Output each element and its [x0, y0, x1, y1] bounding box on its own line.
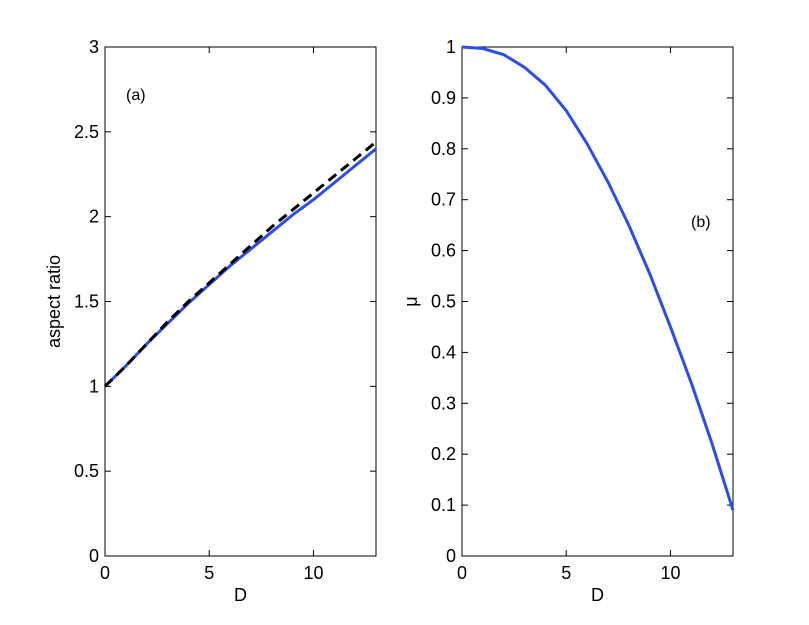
- y-tick-label: 0: [89, 546, 99, 566]
- annotation: (a): [126, 87, 146, 104]
- y-tick-label: 0.2: [431, 444, 456, 464]
- y-tick-label: 0: [446, 546, 456, 566]
- data-line: [103, 147, 377, 388]
- y-tick-label: 0.5: [74, 461, 99, 481]
- x-tick-label: 0: [100, 563, 110, 583]
- y-tick-label: 0.5: [431, 292, 456, 312]
- y-tick-label: 0.7: [431, 190, 456, 210]
- y-tick-label: 1.5: [74, 292, 99, 312]
- x-tick-label: 5: [561, 563, 571, 583]
- y-tick-label: 1: [446, 37, 456, 57]
- x-tick-label: 10: [303, 563, 323, 583]
- x-tick-label: 10: [660, 563, 680, 583]
- y-tick-label: 0.8: [431, 139, 456, 159]
- y-tick-label: 2.5: [74, 122, 99, 142]
- annotation: (b): [691, 214, 711, 231]
- data-line: [103, 140, 377, 388]
- y-tick-label: 0.1: [431, 495, 456, 515]
- x-tick-label: 0: [457, 563, 467, 583]
- y-tick-label: 3: [89, 37, 99, 57]
- data-line: [461, 45, 735, 511]
- y-tick-label: 0.4: [431, 342, 456, 362]
- x-axis-label: D: [591, 585, 604, 605]
- y-axis-label: μ: [401, 296, 421, 306]
- axes-box: [461, 46, 734, 557]
- y-tick-label: 1: [89, 376, 99, 396]
- x-tick-label: 5: [204, 563, 214, 583]
- axes-box: [104, 46, 377, 557]
- y-axis-label: aspect ratio: [44, 255, 64, 348]
- y-tick-label: 0.3: [431, 393, 456, 413]
- x-axis-label: D: [234, 585, 247, 605]
- y-tick-label: 2: [89, 207, 99, 227]
- y-tick-label: 0.9: [431, 88, 456, 108]
- y-tick-label: 0.6: [431, 241, 456, 261]
